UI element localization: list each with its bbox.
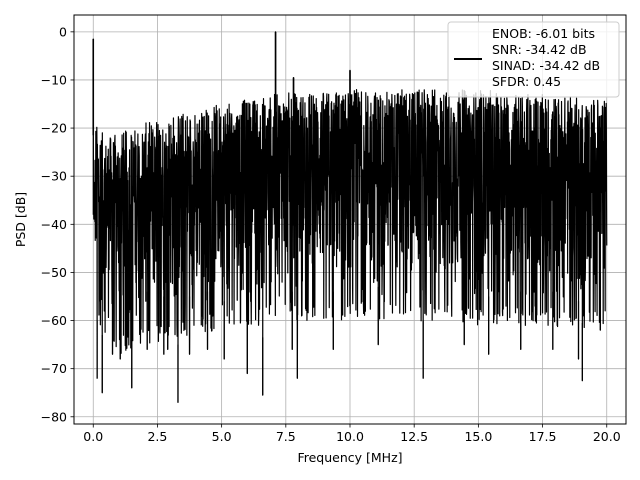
y-tick-label: −20 — [41, 121, 67, 136]
x-tick-label: 15.0 — [464, 429, 492, 444]
y-tick-label: −50 — [41, 265, 67, 280]
y-tick-label: −40 — [41, 217, 67, 232]
legend-label-enob: ENOB: -6.01 bits — [492, 26, 595, 41]
legend-label-snr: SNR: -34.42 dB — [492, 42, 587, 57]
x-tick-label: 20.0 — [593, 429, 621, 444]
y-axis-title: PSD [dB] — [13, 192, 28, 247]
x-tick-label: 12.5 — [400, 429, 428, 444]
legend-label-sfdr: SFDR: 0.45 — [492, 74, 561, 89]
y-tick-label: 0 — [59, 24, 67, 39]
legend-box — [447, 21, 620, 98]
axis-ticks: 0.0 2.5 5.0 7.5 10.0 12.5 15.0 17.5 20.0 0 −10 −20 −… — [41, 24, 621, 444]
legend: ENOB: -6.01 bits SNR: -34.42 dB SINAD: -… — [447, 21, 620, 98]
psd-line — [92, 31, 608, 403]
x-tick-label: 10.0 — [336, 429, 364, 444]
y-tick-label: −10 — [41, 72, 67, 87]
x-tick-label: 17.5 — [529, 429, 557, 444]
y-tick-label: −70 — [41, 361, 67, 376]
x-tick-label: 5.0 — [212, 429, 232, 444]
psd-series — [92, 31, 608, 403]
x-axis-title: Frequency [MHz] — [297, 450, 402, 465]
legend-label-sinad: SINAD: -34.42 dB — [492, 58, 600, 73]
x-tick-label: 7.5 — [276, 429, 296, 444]
y-tick-label: −60 — [41, 313, 67, 328]
x-tick-label: 0.0 — [83, 429, 103, 444]
y-tick-label: −30 — [41, 169, 67, 184]
x-tick-label: 2.5 — [147, 429, 167, 444]
y-tick-label: −80 — [41, 409, 67, 424]
